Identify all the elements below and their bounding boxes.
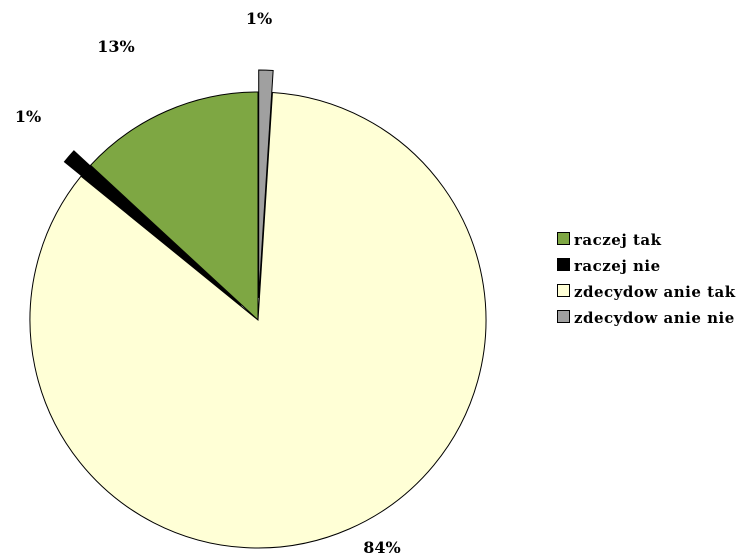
pie-slice-zdecydow-anie-tak <box>29 91 487 549</box>
legend-item-raczej-nie: raczej nie <box>557 256 747 276</box>
legend-label: raczej tak <box>574 231 662 249</box>
slice-percent-label: 1% <box>15 107 41 126</box>
slice-percent-label: 1% <box>246 9 272 28</box>
legend: raczej tak raczej nie zdecydow anie tak … <box>557 230 747 334</box>
legend-label: zdecydow anie tak <box>574 283 736 301</box>
pie-slice-raczej-tak <box>89 91 259 322</box>
pie-labels: 13% 1% 84% 1% <box>15 9 401 557</box>
legend-swatch-zdecydowanie-nie <box>557 310 570 323</box>
legend-item-raczej-tak: raczej tak <box>557 230 747 250</box>
legend-swatch-raczej-nie <box>557 258 570 271</box>
legend-label: zdecydow anie nie <box>574 309 735 327</box>
legend-item-zdecydowanie-nie: zdecydow anie nie <box>557 308 747 328</box>
legend-swatch-zdecydowanie-tak <box>557 284 570 297</box>
pie-slice-zdecydow-anie-nie <box>258 69 274 299</box>
pie-slice-raczej-nie <box>63 150 242 306</box>
slice-percent-label: 13% <box>97 37 134 56</box>
slice-percent-label: 84% <box>363 538 400 557</box>
legend-swatch-raczej-tak <box>557 232 570 245</box>
legend-item-zdecydowanie-tak: zdecydow anie tak <box>557 282 747 302</box>
pie-slices <box>29 69 487 549</box>
legend-label: raczej nie <box>574 257 661 275</box>
